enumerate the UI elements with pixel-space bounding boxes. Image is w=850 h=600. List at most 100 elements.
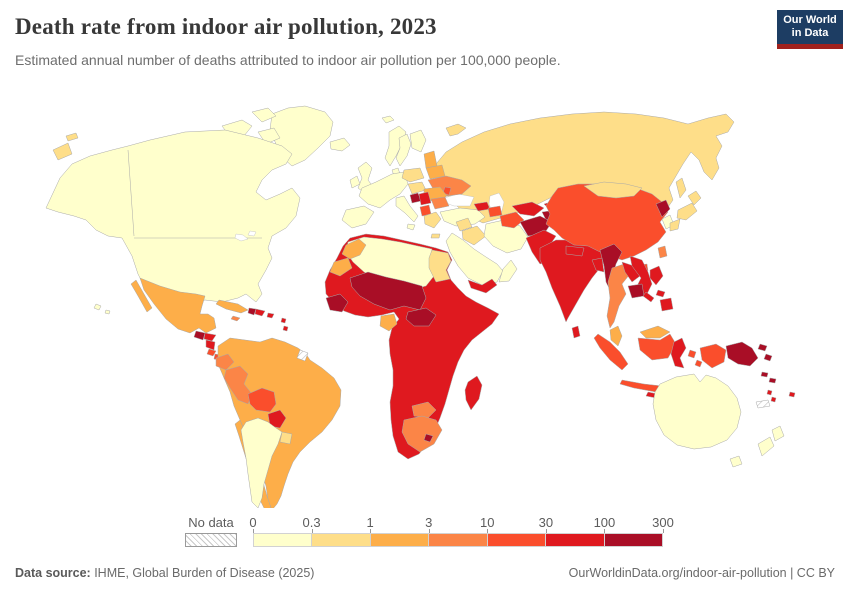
island-sulawesi[interactable] [670,337,687,369]
sakhalin-island[interactable] [675,177,687,199]
country-australia[interactable] [652,373,742,450]
legend-bin[interactable] [487,534,547,546]
country-fiji[interactable] [788,391,796,398]
region-west-papua[interactable] [699,343,727,369]
country-argentina[interactable] [240,417,283,508]
country-dominican-republic[interactable] [254,308,266,317]
data-source-text: IHME, Global Burden of Disease (2025) [90,566,315,580]
country-iraq[interactable] [461,225,487,246]
region-algeria-libya[interactable] [345,236,435,291]
region-baltic-states[interactable] [423,150,438,169]
country-philippines[interactable] [642,265,674,312]
country-solomon-islands[interactable] [760,371,777,384]
country-haiti[interactable] [247,307,257,316]
legend-bin[interactable] [546,534,605,546]
country-saudi-arabia[interactable] [445,232,504,286]
country-puerto-rico[interactable] [266,312,275,319]
country-yemen[interactable] [467,278,498,294]
territory-western-sahara[interactable] [329,257,353,277]
legend-bin[interactable] [429,534,488,546]
wrangel-island[interactable] [65,132,79,142]
country-botswana[interactable] [411,401,437,419]
region-guinea-sierra-leone[interactable] [325,293,349,313]
country-jamaica[interactable] [230,315,241,322]
region-czechia-hungary[interactable] [407,181,427,195]
country-morocco[interactable] [341,238,367,260]
country-bangladesh[interactable] [591,257,605,273]
island-crete[interactable] [430,233,441,239]
country-mexico[interactable] [130,277,217,334]
territory-french-guiana[interactable] [296,349,309,362]
country-vanuatu[interactable] [766,389,777,403]
country-japan[interactable] [669,190,702,232]
country-ecuador[interactable] [215,353,235,371]
country-bolivia[interactable] [247,387,277,413]
country-ireland[interactable] [349,175,361,189]
country-north-korea[interactable] [655,199,671,218]
country-finland[interactable] [409,129,427,153]
country-uruguay[interactable] [279,431,293,445]
country-guatemala[interactable] [193,330,206,341]
legend-bin[interactable] [254,534,313,546]
country-south-africa[interactable] [401,415,443,453]
country-syria[interactable] [455,217,473,232]
legend-color-bar[interactable] [253,533,663,547]
country-nicaragua[interactable] [205,339,216,351]
country-italy[interactable] [395,195,419,223]
country-madagascar[interactable] [464,375,483,411]
country-azerbaijan[interactable] [487,205,503,218]
country-malaysia[interactable] [609,325,623,347]
country-nepal[interactable] [565,245,585,257]
region-france-germany[interactable] [358,171,409,209]
country-oman[interactable] [498,259,518,283]
country-costa-rica[interactable] [206,348,217,357]
legend-bin[interactable] [370,534,430,546]
legend-tick-mark [253,529,254,533]
country-moldova[interactable] [442,186,452,196]
country-hawaii[interactable] [93,303,111,315]
maluku-islands[interactable] [687,349,703,368]
country-iceland[interactable] [329,137,351,152]
island-tasmania[interactable] [729,455,743,468]
country-lesotho[interactable] [423,433,434,443]
country-greece[interactable] [423,211,442,229]
lesser-antilles[interactable] [280,317,289,332]
country-honduras[interactable] [203,332,217,342]
owid-credit-link[interactable]: OurWorldinData.org/indoor-air-pollution … [568,566,835,580]
legend-bin[interactable] [604,534,662,546]
novaya-zemlya[interactable] [445,123,467,137]
legend-bin[interactable] [312,534,371,546]
region-canada-usa[interactable] [45,129,301,305]
country-norway[interactable] [384,125,407,167]
country-cambodia[interactable] [627,283,645,299]
country-bulgaria[interactable] [430,196,450,210]
territory-new-caledonia[interactable] [755,399,771,409]
country-egypt[interactable] [428,249,452,283]
region-spain-portugal[interactable] [341,205,375,229]
country-sri-lanka[interactable] [571,325,581,339]
country-turkey[interactable] [439,207,486,227]
country-mongolia[interactable] [583,181,643,199]
country-poland[interactable] [401,167,425,183]
svalbard[interactable] [381,115,395,124]
country-serbia[interactable] [418,191,432,206]
island-java[interactable] [619,379,663,393]
data-source-label: Data source: [15,566,91,580]
country-cuba[interactable] [215,299,249,314]
island-sicily[interactable] [406,223,416,231]
region-malaysia-borneo[interactable] [639,325,671,339]
country-central-african-republic[interactable] [405,307,437,327]
country-uzbekistan[interactable] [511,201,545,217]
country-gabon[interactable] [379,313,398,332]
legend-tick-label: 0.3 [302,515,321,530]
country-new-zealand[interactable] [757,425,785,457]
region-chukotka[interactable] [52,142,73,161]
owid-logo[interactable]: Our World in Data [777,10,843,49]
no-data-swatch[interactable] [185,533,237,547]
world-choropleth-map[interactable] [0,88,850,508]
country-turkmenistan[interactable] [499,211,525,229]
country-taiwan[interactable] [657,245,668,259]
island-sumatra[interactable] [593,333,629,371]
country-sweden[interactable] [395,133,412,167]
country-papua-new-guinea[interactable] [725,341,773,367]
